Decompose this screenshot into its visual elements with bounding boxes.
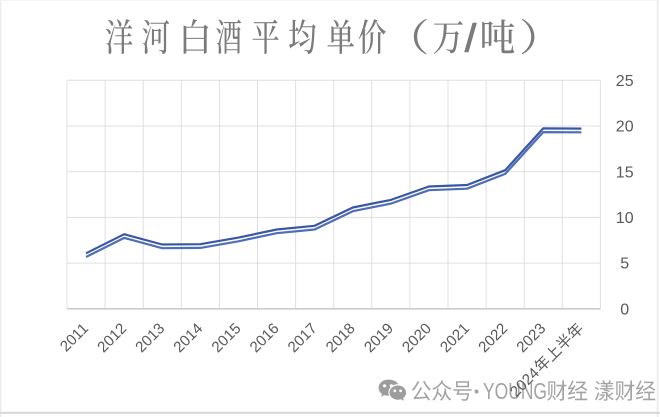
svg-text:10: 10 [616,210,634,227]
svg-text:15: 15 [616,164,634,181]
svg-text:20: 20 [616,119,634,136]
svg-text:YOUNG: YOUNG [483,378,547,404]
svg-text:25: 25 [616,73,634,90]
svg-text:5: 5 [620,256,629,273]
svg-text:0: 0 [620,301,629,318]
